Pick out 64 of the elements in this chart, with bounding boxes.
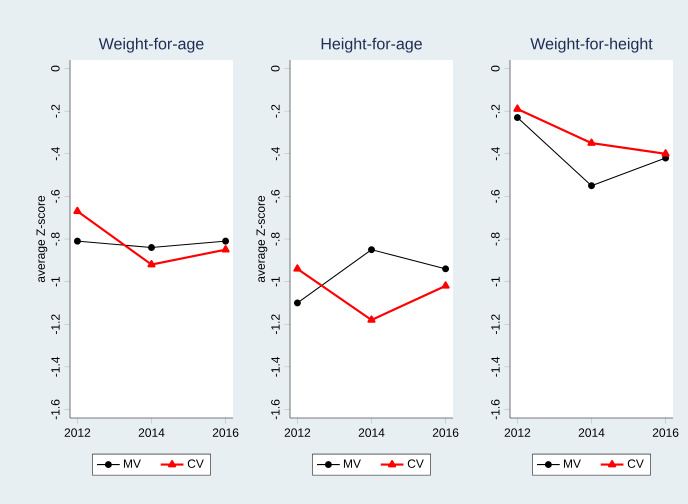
y-tick-label: -.4 — [491, 147, 500, 160]
point — [74, 238, 81, 245]
point — [442, 265, 450, 272]
chart-title: Weight-for-height — [530, 38, 653, 53]
y-tick-label: 0 — [51, 66, 60, 72]
y-tick-label: -.8 — [271, 232, 280, 246]
point — [73, 206, 82, 214]
x-tick-label: 2014 — [578, 428, 604, 437]
y-tick-label: 0 — [271, 66, 280, 72]
y-tick-label: -1.4 — [491, 356, 500, 377]
point — [367, 315, 376, 323]
y-tick-label: -1.2 — [51, 314, 60, 334]
chart-title: Height-for-age — [322, 38, 422, 53]
y-tick-label: -1.4 — [51, 356, 60, 377]
x-tick-label: 2012 — [284, 428, 310, 437]
y-tick-label: -.2 — [271, 104, 280, 118]
y-tick-label: -.6 — [271, 190, 280, 203]
y-tick-label: -1 — [271, 276, 280, 286]
point — [587, 138, 596, 146]
point — [662, 149, 670, 157]
x-tick-label: 2012 — [504, 428, 530, 437]
legend-label: CV — [628, 459, 644, 468]
legend-label: CV — [188, 459, 204, 468]
x-tick-label: 2014 — [358, 428, 384, 437]
legend-label: MV — [564, 459, 581, 468]
point — [588, 182, 595, 190]
y-tick-label: -.2 — [51, 104, 60, 118]
point — [442, 281, 450, 289]
point — [293, 264, 302, 272]
y-tick-label: -1.2 — [491, 314, 500, 334]
point — [147, 260, 156, 268]
x-tick-label: 2016 — [432, 428, 458, 437]
point — [368, 246, 375, 254]
point — [514, 114, 521, 122]
y-tick-label: 0 — [491, 66, 500, 72]
y-tick-label: -1.6 — [51, 400, 60, 420]
legend-label: CV — [408, 459, 424, 468]
x-tick-label: 2012 — [64, 428, 90, 437]
y-axis-title: average Z-score — [256, 196, 268, 282]
legend-label: MV — [344, 459, 361, 468]
y-tick-label: -1 — [491, 276, 500, 286]
y-axis-title: average Z-score — [36, 196, 48, 282]
legend-label: MV — [124, 459, 141, 468]
y-tick-label: -.2 — [491, 104, 500, 118]
point — [222, 238, 230, 245]
y-tick-label: -1 — [51, 276, 60, 286]
point — [513, 104, 522, 112]
chart-title: Weight-for-age — [98, 38, 204, 53]
y-tick-label: -.4 — [51, 147, 60, 160]
y-tick-label: -1.4 — [271, 356, 280, 377]
y-tick-label: -1.6 — [491, 400, 500, 420]
point — [294, 299, 301, 306]
y-tick-label: -.4 — [271, 147, 280, 160]
x-tick-label: 2016 — [652, 428, 678, 437]
point — [222, 245, 230, 252]
y-tick-label: -.6 — [51, 190, 60, 203]
y-tick-label: -.6 — [491, 190, 500, 203]
y-tick-label: -1.6 — [271, 400, 280, 420]
y-tick-label: -1.2 — [271, 314, 280, 334]
x-tick-label: 2014 — [138, 428, 164, 437]
x-tick-label: 2016 — [212, 428, 238, 437]
y-tick-label: -.8 — [51, 232, 60, 246]
y-tick-label: -.8 — [491, 232, 500, 246]
point — [148, 244, 155, 251]
